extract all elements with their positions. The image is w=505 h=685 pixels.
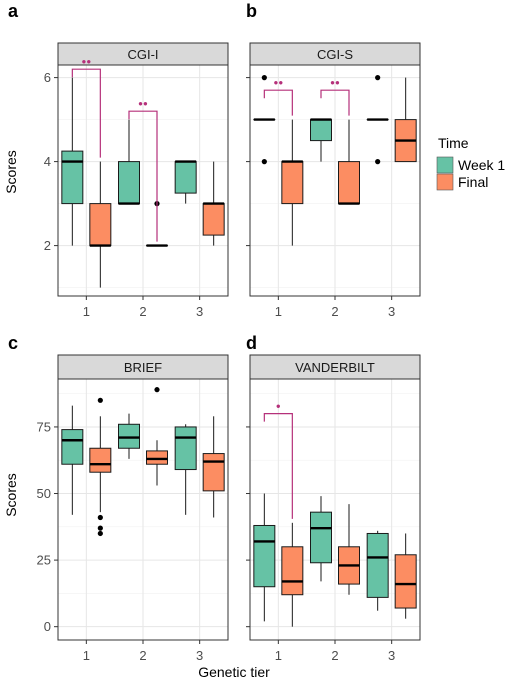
y-axis-label-top: Scores [3, 150, 19, 194]
panel-d: d VANDERBILT 1 2 3 ● [246, 333, 421, 663]
panel-letter-b: b [246, 1, 257, 21]
panel-letter-d: d [246, 333, 257, 353]
box [394, 554, 417, 609]
x-tick-label: 2 [139, 304, 146, 319]
box [118, 423, 140, 449]
significance-bracket [128, 110, 158, 242]
box [338, 161, 360, 205]
x-tick-label: 3 [196, 648, 203, 663]
y-axis-label-bottom: Scores [3, 473, 19, 517]
box [146, 450, 168, 465]
significance-bracket [263, 413, 293, 519]
box [174, 161, 197, 194]
y-tick-label: 2 [44, 238, 51, 253]
box [174, 426, 197, 471]
x-tick-label: 2 [331, 648, 338, 663]
x-axis-label: Genetic tier [198, 664, 270, 680]
significance-marker: ●● [330, 78, 340, 87]
x-tick-label: 2 [139, 648, 146, 663]
x-tick-label: 2 [331, 304, 338, 319]
box [281, 161, 304, 205]
panel-border-a [57, 64, 229, 297]
significance-bracket [320, 89, 350, 116]
outlier-point [375, 159, 381, 165]
legend-title: Time [438, 135, 469, 151]
x-tick-label: 1 [83, 648, 90, 663]
y-tick-label: 25 [37, 553, 51, 568]
box [281, 546, 304, 596]
significance-marker: ● [276, 402, 281, 411]
panel-b: b CGI-S 1 2 3 ●● ●● [246, 1, 421, 319]
panel-title-a: CGI-I [127, 47, 158, 62]
legend-label-final: Final [458, 174, 488, 190]
panel-letter-a: a [8, 1, 19, 21]
panel-border-d [249, 378, 421, 641]
box [61, 150, 84, 205]
y-tick-label: 75 [37, 419, 51, 434]
y-tick-label: 50 [37, 486, 51, 501]
outlier-point [154, 387, 160, 393]
legend-label-week1: Week 1 [458, 157, 505, 173]
box [89, 447, 112, 473]
outlier-point [97, 525, 103, 531]
box [202, 203, 225, 236]
panel-title-c: BRIEF [124, 360, 162, 375]
outlier-point [261, 75, 267, 81]
legend: Time Week 1 Final [436, 135, 505, 191]
significance-marker: ●● [138, 99, 148, 108]
panels: a CGI-I 2 4 6 1 2 3 ●● ●● b CGI-S 1 2 3 ●● ●● c BRIEF 0 25 50… [8, 1, 421, 663]
x-tick-label: 3 [196, 304, 203, 319]
box [366, 532, 389, 598]
panel-c: c BRIEF 0 25 50 75 1 2 3 [8, 333, 229, 663]
box [61, 429, 84, 465]
box [118, 161, 140, 205]
outlier-point [261, 159, 267, 165]
box [310, 119, 332, 142]
box [253, 524, 276, 588]
y-tick-label: 4 [44, 154, 51, 169]
outlier-point [97, 514, 103, 521]
box [202, 453, 225, 492]
legend-swatch-final [436, 173, 454, 191]
panel-letter-c: c [8, 333, 18, 353]
box [310, 511, 332, 564]
significance-marker: ●● [81, 57, 91, 66]
panel-title-d: VANDERBILT [295, 360, 375, 375]
x-tick-label: 3 [388, 648, 395, 663]
panel-border-b [249, 64, 421, 297]
significance-bracket [71, 68, 101, 158]
outlier-point [375, 75, 381, 81]
panel-a: a CGI-I 2 4 6 1 2 3 ●● ●● [8, 1, 229, 319]
y-tick-label: 0 [44, 619, 51, 634]
y-tick-label: 6 [44, 70, 51, 85]
box [89, 203, 112, 247]
panel-title-b: CGI-S [317, 47, 353, 62]
significance-bracket [263, 89, 293, 116]
x-tick-label: 3 [388, 304, 395, 319]
panel-border-c [57, 378, 229, 641]
x-tick-label: 1 [275, 304, 282, 319]
panel-strip-c [57, 354, 229, 380]
x-tick-label: 1 [83, 304, 90, 319]
outlier-point [97, 530, 103, 537]
legend-swatch-week1 [436, 156, 454, 174]
significance-marker: ●● [273, 78, 283, 87]
x-tick-label: 1 [275, 648, 282, 663]
outlier-point [97, 397, 103, 403]
